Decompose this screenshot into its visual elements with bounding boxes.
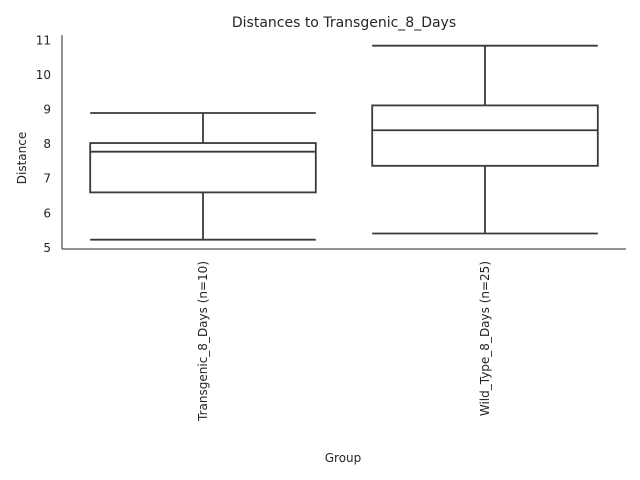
box-series <box>89 44 599 241</box>
y-tick-label: 11 <box>36 34 51 48</box>
interquartile-box <box>371 104 599 167</box>
y-tick-label: 10 <box>36 68 51 82</box>
x-axis-ticks: Transgenic_8_Days (n=10) Wild_Type_8_Days… <box>196 261 492 422</box>
chart-title: Distances to Transgenic_8_Days <box>232 15 456 31</box>
interquartile-box <box>89 142 317 194</box>
box-group <box>89 112 317 241</box>
y-tick-label: 7 <box>43 172 51 186</box>
y-axis-ticks: 5 6 7 8 9 10 11 <box>36 34 51 255</box>
y-tick-label: 6 <box>43 206 51 220</box>
box-group <box>371 44 599 235</box>
y-tick-label: 5 <box>43 241 51 255</box>
x-axis-label: Group <box>325 451 362 465</box>
y-tick-label: 8 <box>43 137 51 151</box>
x-tick-label: Wild_Type_8_Days (n=25) <box>478 261 492 416</box>
y-tick-label: 9 <box>43 103 51 117</box>
x-tick-label: Transgenic_8_Days (n=10) <box>196 261 210 422</box>
y-axis-label: Distance <box>15 132 29 184</box>
